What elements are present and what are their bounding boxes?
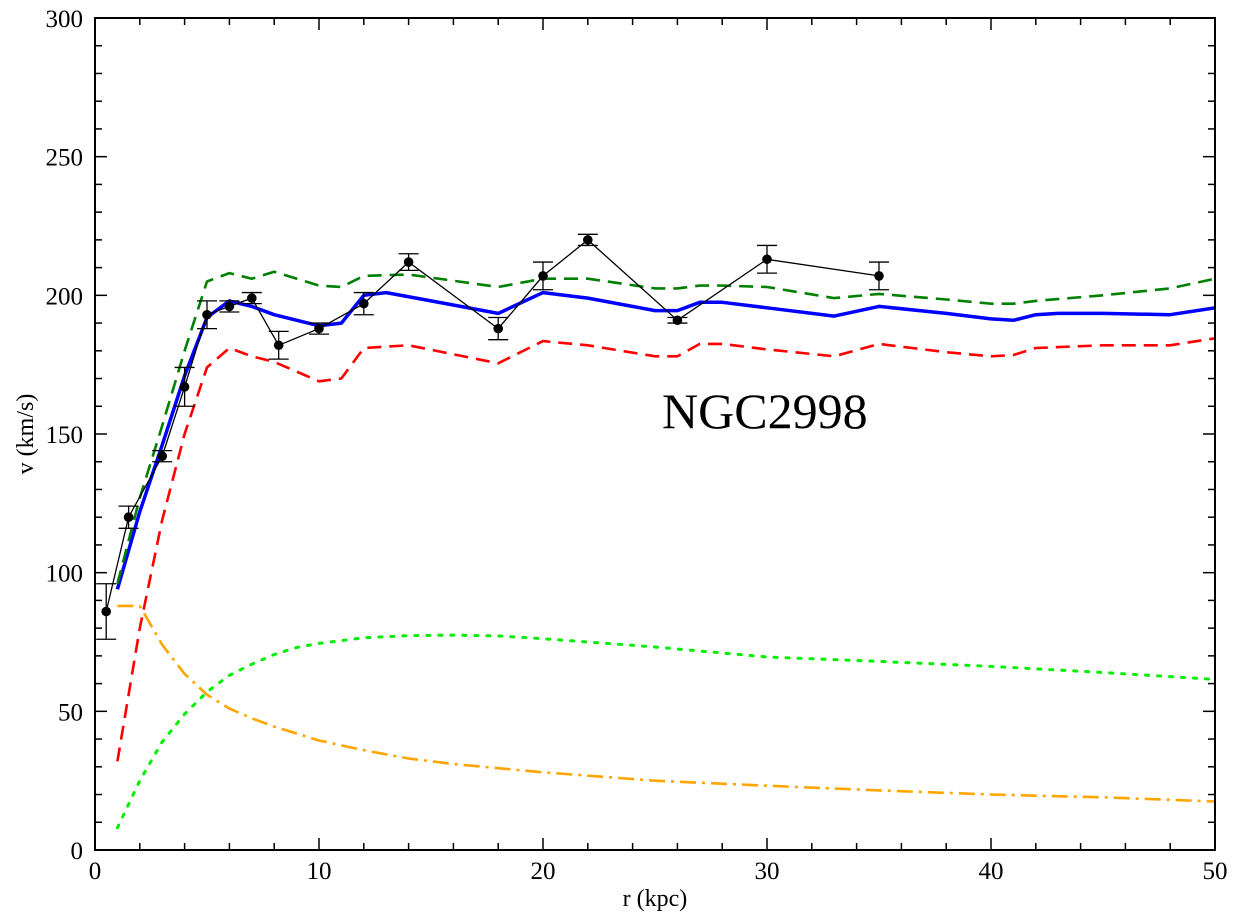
- y-tick-label: 50: [58, 699, 83, 726]
- y-tick-label: 300: [46, 6, 84, 33]
- red-dashed-curve: [116, 337, 1215, 762]
- x-tick-label: 50: [1203, 858, 1228, 885]
- green-dashed-curve: [116, 270, 1215, 585]
- green-dotted-curve: [115, 633, 1215, 830]
- observed-point: [123, 512, 134, 522]
- x-tick-label: 20: [531, 858, 556, 885]
- x-tick-label: 30: [755, 858, 780, 885]
- x-tick-label: 40: [979, 858, 1004, 885]
- plot-frame: [94, 17, 1216, 851]
- y-tick-label: 100: [46, 561, 84, 588]
- observed-point: [672, 315, 683, 326]
- x-tick-label: 10: [307, 858, 332, 885]
- observed-point: [224, 301, 235, 312]
- observed-point: [314, 323, 324, 334]
- axis-ticks: [94, 17, 1216, 851]
- observed-point: [359, 298, 369, 309]
- observed-point: [762, 254, 772, 265]
- observed-point: [157, 451, 167, 461]
- y-axis-title: v (km/s): [13, 394, 39, 475]
- observed-point: [273, 340, 284, 351]
- observed-point: [247, 293, 257, 303]
- tick-labels: 0 10 20 30 40 50 0 50 100 150 200 250 300: [46, 6, 1228, 885]
- observed-data: [96, 233, 889, 640]
- galaxy-annotation: NGC2998: [662, 383, 868, 439]
- orange-dashdot-curve: [117, 604, 1215, 803]
- observed-point: [101, 606, 111, 617]
- x-axis-title: r (kpc): [623, 886, 688, 912]
- y-tick-label: 250: [46, 145, 84, 172]
- observed-point: [493, 323, 504, 334]
- observed-point: [179, 382, 190, 392]
- observed-point: [202, 309, 212, 320]
- observed-point: [538, 271, 548, 281]
- observed-point: [874, 271, 884, 281]
- y-tick-label: 150: [46, 422, 84, 449]
- y-tick-label: 200: [46, 283, 84, 310]
- x-tick-label: 0: [89, 858, 102, 885]
- observed-point: [583, 235, 593, 245]
- observed-point: [403, 257, 414, 267]
- y-tick-label: 0: [71, 838, 84, 865]
